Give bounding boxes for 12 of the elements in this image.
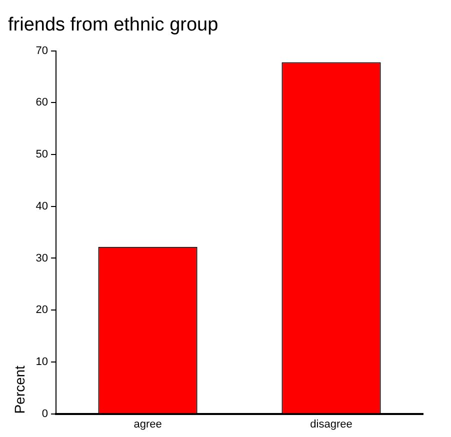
y-axis-title: Percent — [11, 365, 28, 414]
y-tick-label: 40 — [36, 200, 48, 212]
y-tick-label: 10 — [36, 356, 48, 368]
chart-title: friends from ethnic group — [8, 14, 218, 36]
y-tick-label: 30 — [36, 252, 48, 264]
x-tick-label: disagree — [310, 418, 352, 430]
x-tick-label: agree — [134, 418, 162, 430]
y-tick-label: 0 — [42, 408, 48, 420]
y-tick-label: 70 — [36, 44, 48, 57]
y-tick-label: 50 — [36, 148, 48, 161]
y-tick-label: 20 — [36, 304, 48, 316]
y-tick-label: 60 — [36, 96, 48, 109]
